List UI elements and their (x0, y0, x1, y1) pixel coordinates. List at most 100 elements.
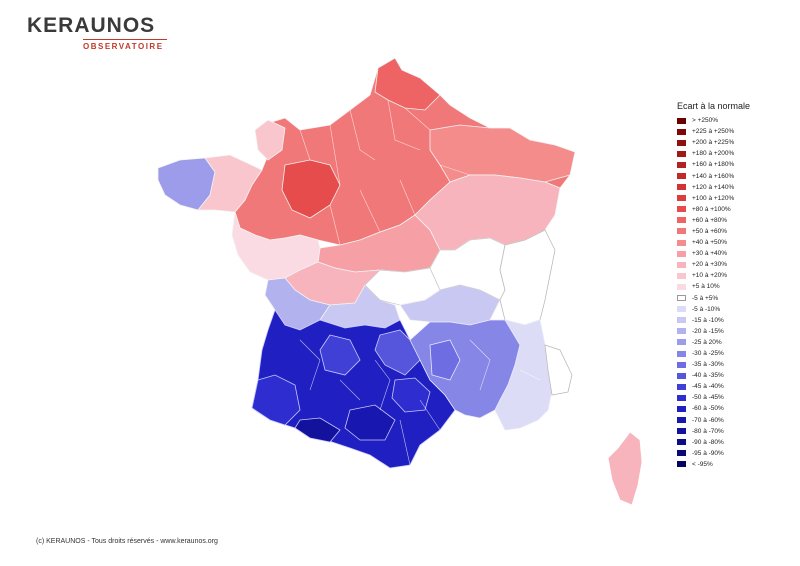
region-southwest-blue (251, 309, 456, 469)
legend-item: +5 à 10% (677, 281, 787, 292)
legend-swatch (677, 339, 686, 346)
legend-swatch (677, 295, 686, 302)
legend-label: +140 à +160% (692, 172, 735, 180)
legend-swatch (677, 306, 686, 313)
legend-swatch (677, 328, 686, 335)
legend-swatch (677, 372, 686, 379)
legend-label: -5 à +5% (692, 294, 719, 302)
legend-swatch (677, 161, 686, 168)
region-north-red (234, 57, 576, 273)
legend-item: -80 à -70% (677, 426, 787, 437)
legend-title: Ecart à la normale (677, 101, 751, 111)
legend-item: +30 à +40% (677, 248, 787, 259)
legend-label: +160 à +180% (692, 161, 735, 169)
legend-label: -5 à -10% (692, 305, 721, 313)
brand-subtitle: OBSERVATOIRE (83, 42, 164, 51)
legend-label: -40 à -35% (692, 372, 724, 380)
legend-label: +50 à +60% (692, 227, 728, 235)
legend-label: +100 à +120% (692, 194, 735, 202)
legend-swatch (677, 450, 686, 457)
legend-item: -40 à -35% (677, 370, 787, 381)
legend-swatch (677, 173, 686, 180)
legend-swatch (677, 461, 686, 468)
legend-swatch (677, 228, 686, 235)
legend-swatch (677, 217, 686, 224)
legend-label: -35 à -30% (692, 361, 724, 369)
legend-swatch (677, 350, 686, 357)
legend-item: +100 à +120% (677, 193, 787, 204)
legend-swatch (677, 405, 686, 412)
legend-swatch (677, 250, 686, 257)
legend-item: +140 à +160% (677, 170, 787, 181)
legend-item: -70 à -60% (677, 415, 787, 426)
legend-label: -90 à -80% (692, 438, 724, 446)
legend-label: +10 à +20% (692, 272, 728, 280)
legend-label: -45 à -40% (692, 383, 724, 391)
legend-label: -25 à 20% (692, 338, 722, 346)
legend-item: +50 à +60% (677, 226, 787, 237)
legend-label: -95 à -90% (692, 449, 724, 457)
department-borders (299, 99, 546, 466)
legend-item: -5 à +5% (677, 293, 787, 304)
legend: Ecart à la normale > +250% +225 à +250% +2… (677, 101, 787, 470)
region-corsica (607, 431, 643, 506)
legend-item: -20 à -15% (677, 326, 787, 337)
legend-label: +80 à +100% (692, 205, 731, 213)
legend-swatch (677, 317, 686, 324)
legend-swatch (677, 283, 686, 290)
legend-item: +180 à +200% (677, 148, 787, 159)
brand-name: KERAUNOS (27, 14, 156, 37)
legend-label: -20 à -15% (692, 327, 724, 335)
legend-swatch (677, 206, 686, 213)
legend-item: -90 à -80% (677, 437, 787, 448)
legend-item: +60 à +80% (677, 215, 787, 226)
region-center (264, 229, 556, 331)
legend-swatch (677, 239, 686, 246)
legend-swatch (677, 394, 686, 401)
legend-label: -50 à -45% (692, 394, 724, 402)
legend-swatch (677, 361, 686, 368)
legend-label: < -95% (692, 460, 713, 468)
legend-label: +180 à +200% (692, 150, 735, 158)
legend-item: +225 à +250% (677, 126, 787, 137)
keraunos-logo: KERAUNOS OBSERVATOIRE (27, 14, 167, 58)
legend-item: +80 à +100% (677, 204, 787, 215)
legend-label: +5 à 10% (692, 283, 720, 291)
legend-item: < -95% (677, 459, 787, 470)
legend-swatch (677, 417, 686, 424)
legend-items: > +250% +225 à +250% +200 à +225% +180 à +2… (677, 115, 787, 470)
legend-swatch (677, 428, 686, 435)
legend-item: -30 à -25% (677, 348, 787, 359)
copyright-footer: (c) KERAUNOS - Tous droits réservés - ww… (36, 538, 218, 545)
legend-label: +20 à +30% (692, 261, 728, 269)
legend-label: -70 à -60% (692, 416, 724, 424)
legend-item: +200 à +225% (677, 137, 787, 148)
legend-item: -45 à -40% (677, 381, 787, 392)
legend-item: > +250% (677, 115, 787, 126)
legend-swatch (677, 128, 686, 135)
legend-item: -5 à -10% (677, 304, 787, 315)
legend-label: +120 à +140% (692, 183, 735, 191)
legend-swatch (677, 272, 686, 279)
legend-swatch (677, 195, 686, 202)
legend-label: -15 à -10% (692, 316, 724, 324)
legend-label: +200 à +225% (692, 139, 735, 147)
legend-swatch (677, 150, 686, 157)
legend-swatch (677, 383, 686, 390)
legend-item: +120 à +140% (677, 182, 787, 193)
legend-item: -15 à -10% (677, 315, 787, 326)
legend-item: +160 à +180% (677, 159, 787, 170)
legend-item: +10 à +20% (677, 270, 787, 281)
legend-item: -25 à 20% (677, 337, 787, 348)
legend-item: +40 à +50% (677, 237, 787, 248)
logo-divider (83, 39, 167, 40)
legend-item: -60 à -50% (677, 403, 787, 414)
legend-swatch (677, 261, 686, 268)
legend-swatch (677, 439, 686, 446)
region-west (157, 154, 396, 306)
legend-label: -60 à -50% (692, 405, 724, 413)
legend-label: > +250% (692, 117, 719, 125)
legend-label: +30 à +40% (692, 250, 728, 258)
legend-label: +40 à +50% (692, 239, 728, 247)
